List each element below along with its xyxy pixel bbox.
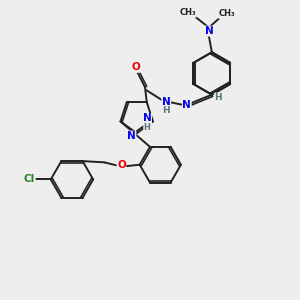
Text: N: N [162,97,171,107]
Text: H: H [144,123,151,132]
Text: N: N [143,113,152,124]
Text: N: N [182,100,191,110]
Text: H: H [214,93,222,102]
Text: CH₃: CH₃ [219,10,236,19]
Text: H: H [162,106,170,115]
Text: CH₃: CH₃ [179,8,196,17]
Text: N: N [127,131,136,141]
Text: Cl: Cl [24,174,35,184]
Text: O: O [132,62,140,72]
Text: O: O [117,160,126,170]
Text: N: N [205,26,213,36]
